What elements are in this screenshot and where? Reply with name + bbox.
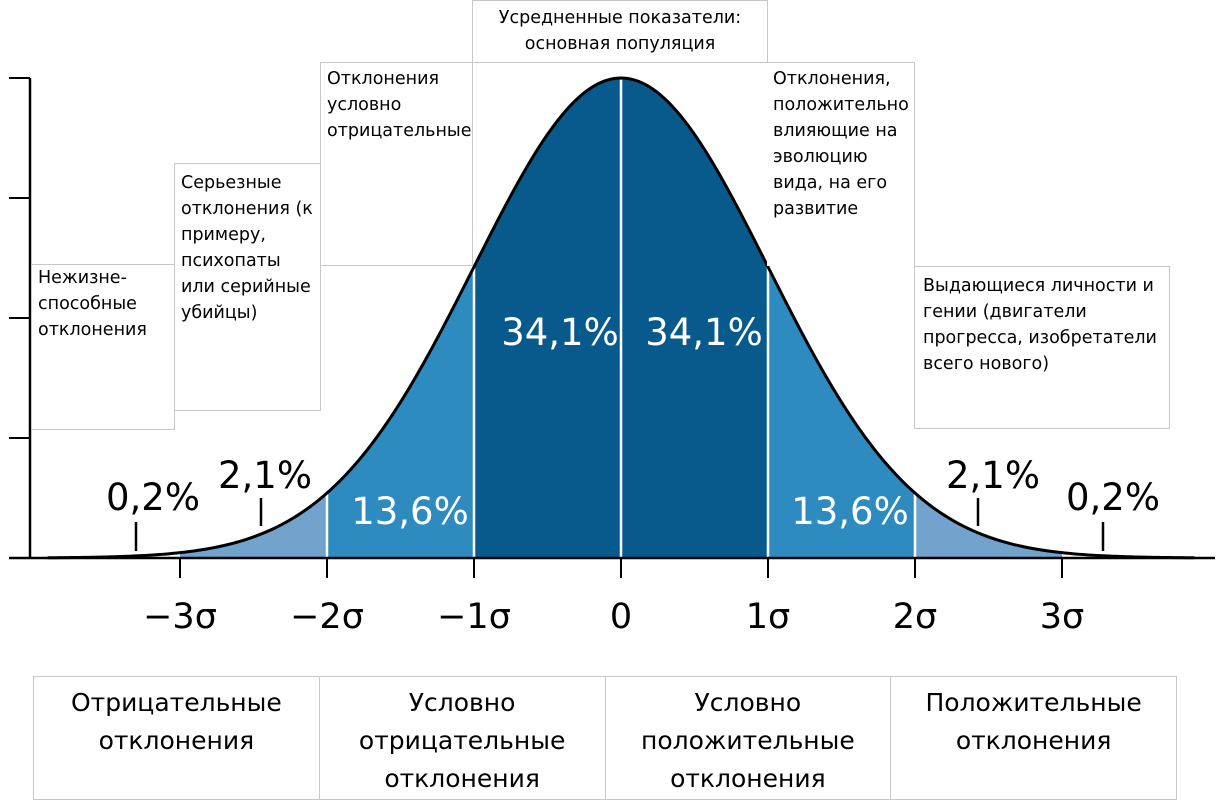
category-conditionally-positive: Условно положительные отклонения <box>606 677 892 799</box>
tail-percent-label: 0,2% <box>1066 476 1160 519</box>
region-percent-label: 2,1% <box>218 454 312 497</box>
region-percent-label: 2,1% <box>946 454 1040 497</box>
tail-percent-label: 0,2% <box>106 476 200 519</box>
annotation-average: Усредненные показатели: основная популяц… <box>472 0 768 63</box>
category-positive: Положительные отклонения <box>925 688 1142 755</box>
region-percent-label: 34,1% <box>501 311 619 354</box>
region-6 <box>915 493 1062 558</box>
annotation-geniuses: Выдающиеся личности и гении (двигатели п… <box>914 266 1170 429</box>
x-tick-label: 1σ <box>746 597 790 637</box>
x-tick-label: −1σ <box>437 597 511 637</box>
x-tick-label: −3σ <box>143 597 217 637</box>
category-conditionally-negative: Условно отрицательные отклонения <box>320 677 606 799</box>
x-tick-label: 2σ <box>893 597 937 637</box>
region-percent-label: 13,6% <box>791 490 909 533</box>
annotation-serious: Серьезные отклонения (к примеру, психопа… <box>174 163 321 411</box>
x-tick-label: 0 <box>610 597 632 637</box>
annotation-positive-evolution: Отклонения, положительно влияющие на эво… <box>767 62 915 266</box>
region-percent-label: 13,6% <box>351 490 469 533</box>
annotation-nonviable: Нежизне- способные отклонения <box>31 264 175 430</box>
region-1 <box>180 493 327 558</box>
region-percent-label: 34,1% <box>645 311 763 354</box>
annotation-conditionally-negative: Отклонения условно отрицательные <box>320 62 473 266</box>
density-curve <box>47 76 1195 560</box>
x-tick-label: −2σ <box>290 597 364 637</box>
deviation-categories-table: Отрицательные отклонения Условно отрицат… <box>33 676 1177 800</box>
normal-distribution-chart: −3σ −2σ −1σ 0 1σ 2σ 3σ 2,1% 13,6% 34,1% 34,1% 13,6%… <box>9 76 1215 637</box>
x-tick-label: 3σ <box>1040 597 1084 637</box>
category-negative: Отрицательные отклонения <box>34 677 320 799</box>
